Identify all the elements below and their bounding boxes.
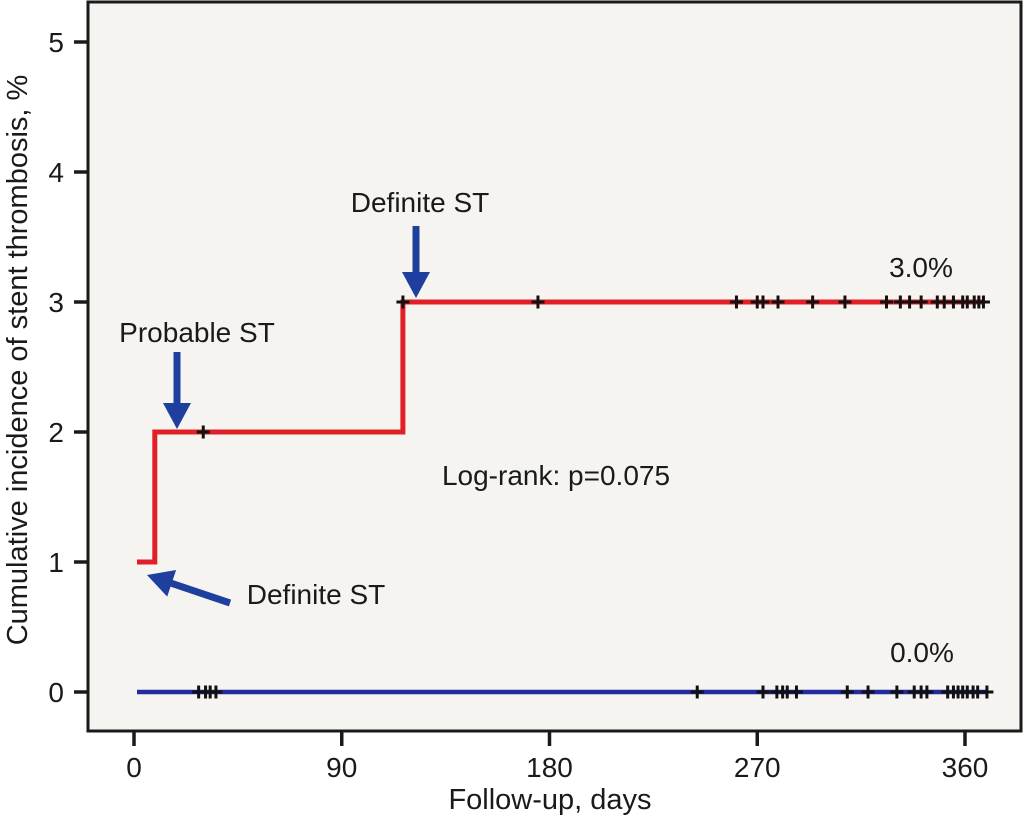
blue-curve-percent-label: 0.0% <box>890 637 954 668</box>
x-axis-title: Follow-up, days <box>448 784 651 816</box>
x-axis-tick-label: 180 <box>526 752 573 783</box>
definite-st-bottom-arrow-shaft <box>166 578 232 607</box>
x-axis-tick-label: 0 <box>126 752 142 783</box>
annotation-probable-st: Probable ST <box>119 317 275 348</box>
probable-st-arrow-head <box>163 403 191 429</box>
annotation-definite-st-bottom: Definite ST <box>247 579 386 610</box>
series-line-stent-thrombosis-curve <box>137 299 984 565</box>
y-axis-tick-label: 1 <box>48 547 64 578</box>
plot-frame <box>86 0 1023 733</box>
chart-generated-layer: 0 90 180 270 360 0 1 2 3 4 5 <box>48 0 1023 783</box>
definite-st-top-arrow-head <box>402 272 430 298</box>
x-axis-tick-label: 90 <box>326 752 357 783</box>
x-axis-tick-label: 270 <box>734 752 781 783</box>
x-axis-tick-label: 360 <box>942 752 989 783</box>
annotation-definite-st-top: Definite ST <box>351 187 490 218</box>
y-axis-title: Cumulative incidence of stent thrombosis… <box>2 75 34 646</box>
definite-st-bottom-arrow-head <box>147 570 177 597</box>
chart-text-layer: Cumulative incidence of stent thrombosis… <box>2 75 954 816</box>
y-axis-tick-label: 0 <box>48 677 64 708</box>
y-axis-tick-label: 2 <box>48 417 64 448</box>
y-axis-tick-label: 3 <box>48 287 64 318</box>
red-curve-percent-label: 3.0% <box>889 252 953 283</box>
y-axis-tick-label: 5 <box>48 27 64 58</box>
annotation-log-rank: Log-rank: p=0.075 <box>442 460 670 491</box>
plot-area-background <box>88 2 1021 731</box>
y-axis-tick-label: 4 <box>48 157 64 188</box>
